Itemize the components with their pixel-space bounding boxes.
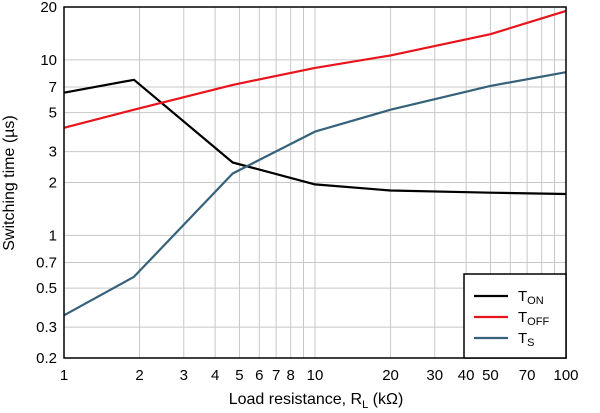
- plot-frame: [63, 6, 567, 359]
- x-tick-label: 30: [426, 367, 443, 384]
- x-tick-label: 100: [553, 367, 578, 384]
- series-line-s: [63, 71, 567, 317]
- y-axis-label: Switching time (µs): [1, 115, 18, 250]
- x-tick-label: 5: [235, 367, 243, 384]
- y-tick-label: 3: [49, 144, 57, 161]
- x-tick-label: 20: [382, 367, 399, 384]
- x-tick-label: 70: [519, 367, 536, 384]
- x-tick-label: 10: [307, 367, 324, 384]
- series-line-on: [63, 78, 567, 196]
- y-tick-label: 0.5: [36, 280, 57, 297]
- x-tick-label: 3: [180, 367, 188, 384]
- y-tick-label: 5: [49, 105, 57, 122]
- y-tick-label: 0.7: [36, 255, 57, 272]
- x-tick-label: 4: [211, 367, 219, 384]
- y-tick-label: 10: [40, 52, 57, 69]
- y-tick-labels: 0.2 0.3 0.5 0.7 1 2 3 5 7 10 20: [36, 0, 57, 367]
- series-line-off: [63, 9, 567, 129]
- x-tick-label: 50: [482, 367, 499, 384]
- x-tick-label: 1: [60, 367, 68, 384]
- x-axis-label: Load resistance, RL (kΩ): [229, 391, 404, 411]
- y-tick-label: 1: [49, 227, 57, 244]
- legend-entry: TS: [518, 330, 535, 349]
- y-tick-label: 7: [49, 79, 57, 96]
- x-tick-label: 6: [255, 367, 263, 384]
- y-tick-label: 0.2: [36, 350, 57, 367]
- y-tick-label: 20: [40, 0, 57, 16]
- x-axis-label-main: Load resistance, R: [229, 391, 362, 408]
- y-tick-label: 2: [49, 175, 57, 192]
- x-tick-label: 7: [272, 367, 280, 384]
- x-axis-label-sub: L: [362, 399, 368, 411]
- x-tick-label: 40: [458, 367, 475, 384]
- series-layer: [63, 9, 567, 317]
- x-tick-label: 8: [287, 367, 295, 384]
- legend-entry: TON: [518, 288, 544, 307]
- legend: TON TOFF TS: [463, 273, 567, 359]
- x-tick-labels: 1 2 3 4 5 6 7 8 10 20 30 40 50 70 100: [60, 367, 579, 384]
- legend-entry: TOFF: [518, 309, 549, 328]
- x-axis-label-unit: (kΩ): [368, 391, 403, 408]
- legend-box: [463, 273, 567, 359]
- y-tick-label: 0.3: [36, 319, 57, 336]
- x-tick-label: 2: [135, 367, 143, 384]
